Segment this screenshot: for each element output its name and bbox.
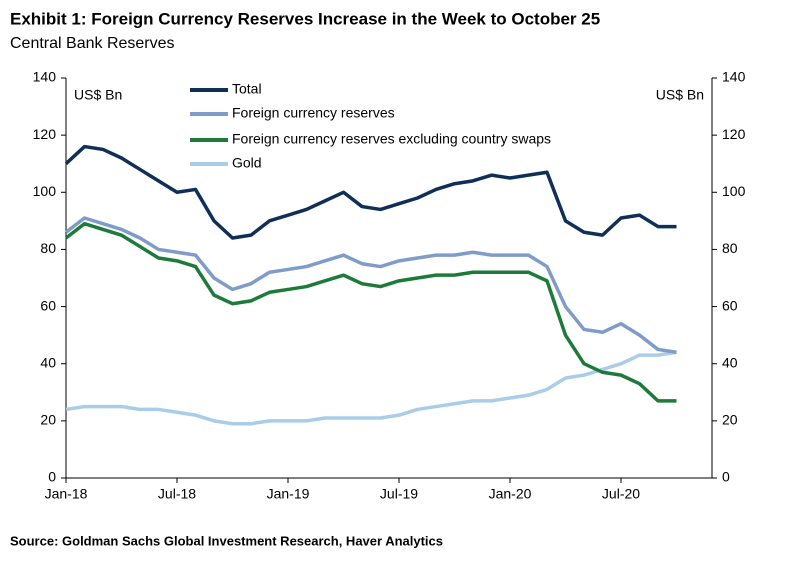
x-tick-label: Jul-18 (158, 486, 196, 502)
chart-title: Exhibit 1: Foreign Currency Reserves Inc… (10, 9, 600, 28)
y2-tick-label: 100 (722, 183, 746, 199)
x-tick-label: Jan-20 (489, 486, 532, 502)
y2-tick-label: 140 (722, 69, 746, 85)
y-tick-label: 40 (40, 354, 56, 370)
y2-tick-label: 120 (722, 126, 746, 142)
chart-subtitle: Central Bank Reserves (10, 35, 175, 52)
series-line (64, 144, 677, 240)
y-axis-label: US$ Bn (74, 87, 122, 103)
series-line (64, 216, 677, 355)
series-line (64, 221, 677, 403)
y-tick-label: 20 (40, 412, 56, 428)
legend-label: Total (232, 81, 262, 97)
y2-tick-label: 20 (722, 412, 738, 428)
x-tick-label: Jan-19 (267, 486, 310, 502)
y2-tick-label: 0 (722, 469, 730, 485)
legend-label: Gold (232, 155, 262, 171)
y-tick-label: 80 (40, 240, 56, 256)
x-tick-label: Jul-20 (602, 486, 640, 502)
series-line (65, 350, 677, 426)
y-tick-label: 0 (48, 469, 56, 485)
y-tick-label: 100 (33, 183, 57, 199)
x-tick-label: Jul-19 (380, 486, 418, 502)
source: Source: Goldman Sachs Global Investment … (10, 533, 443, 548)
y-tick-label: 120 (33, 126, 57, 142)
y-tick-label: 60 (40, 297, 56, 313)
legend-label: Foreign currency reserves excluding coun… (232, 131, 551, 147)
x-tick-label: Jan-18 (45, 486, 88, 502)
legend-label: Foreign currency reserves (232, 105, 395, 121)
y2-tick-label: 80 (722, 240, 738, 256)
y2-tick-label: 60 (722, 297, 738, 313)
y2-axis-label: US$ Bn (656, 87, 704, 103)
y2-tick-label: 40 (722, 354, 738, 370)
y-tick-label: 140 (33, 69, 57, 85)
